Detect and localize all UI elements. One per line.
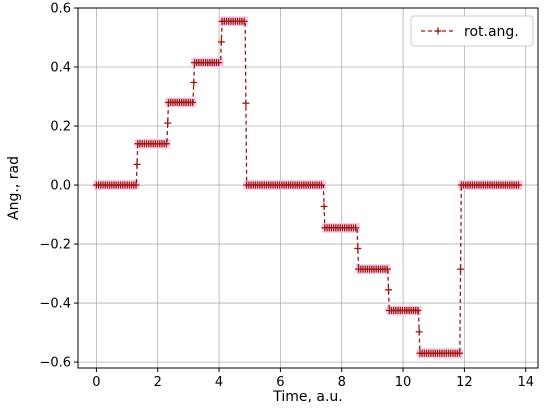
x-tick-label: 12 — [456, 375, 473, 390]
data-point — [317, 181, 325, 189]
y-tick-label: 0.6 — [50, 2, 71, 17]
y-tick-label: −0.2 — [39, 238, 71, 253]
series-layer — [92, 17, 523, 357]
y-tick-label: −0.4 — [39, 297, 71, 312]
data-point — [457, 265, 465, 273]
data-point — [133, 160, 141, 168]
data-point — [164, 119, 172, 127]
data-point — [414, 306, 422, 314]
y-tick-label: 0.0 — [50, 179, 71, 194]
data-point — [354, 244, 362, 252]
y-tick-label: −0.6 — [39, 356, 71, 371]
y-tick-label: 0.2 — [50, 120, 71, 135]
legend: rot.ang. — [410, 15, 534, 47]
data-point — [320, 202, 328, 210]
x-tick-label: 4 — [215, 375, 223, 390]
x-tick-label: 6 — [276, 375, 284, 390]
legend-box — [410, 15, 534, 47]
y-axis-label: Ang., rad — [6, 156, 22, 220]
data-point — [456, 349, 464, 357]
data-point — [190, 79, 198, 87]
x-axis-label: Time, a.u. — [272, 389, 343, 405]
x-tick-label: 10 — [395, 375, 412, 390]
x-tick-label: 8 — [338, 375, 346, 390]
data-point — [215, 59, 223, 67]
data-point — [189, 98, 197, 106]
data-point — [385, 286, 392, 294]
legend-marker — [434, 27, 442, 35]
data-point — [242, 99, 250, 107]
x-tick-label: 0 — [92, 375, 100, 390]
data-point — [162, 140, 170, 148]
data-point — [515, 181, 523, 189]
data-point — [240, 17, 248, 25]
x-tick-label: 14 — [517, 375, 534, 390]
data-point — [217, 38, 225, 46]
data-point — [132, 181, 140, 189]
data-point — [383, 265, 391, 273]
x-axis-ticks: 0 2 4 6 8 10 12 14 — [92, 368, 534, 390]
x-tick-label: 2 — [154, 375, 162, 390]
y-axis-ticks: −0.6 −0.4 −0.2 0.0 0.2 0.4 0.6 — [39, 2, 78, 371]
legend-entry-rot-ang: rot.ang. — [464, 24, 519, 40]
plot-frame — [77, 7, 539, 369]
y-tick-label: 0.4 — [50, 61, 71, 76]
grid — [78, 7, 538, 368]
data-point — [415, 328, 423, 336]
data-point — [352, 224, 360, 232]
